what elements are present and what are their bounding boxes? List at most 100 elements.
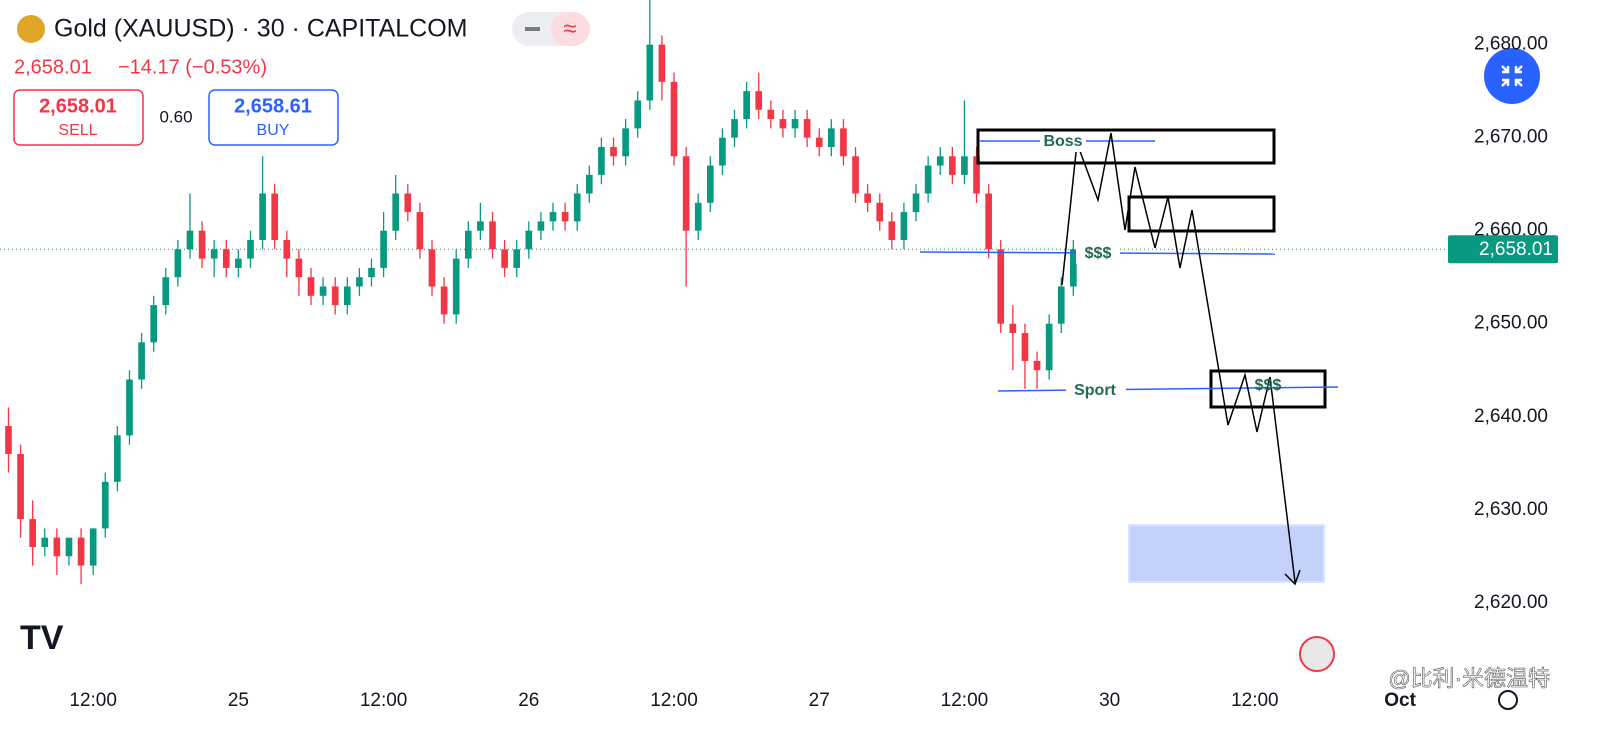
watermark: @比利·米德温特	[1388, 666, 1550, 691]
candle-body	[380, 230, 387, 268]
candle-body	[731, 119, 738, 138]
candle-body	[513, 249, 521, 268]
annotation: $$$	[1085, 245, 1112, 262]
candle-body	[477, 221, 484, 231]
x-tick-label: 26	[518, 690, 539, 711]
candle-body	[162, 277, 170, 306]
candle-body	[949, 156, 956, 175]
candle-body	[961, 156, 968, 175]
candle-body	[404, 193, 412, 213]
candle-body	[5, 426, 12, 454]
candle-body	[428, 249, 436, 287]
candle-body	[319, 286, 327, 296]
candle-body	[803, 119, 811, 138]
sell-button[interactable]	[13, 89, 144, 146]
candle-body	[368, 267, 375, 278]
candle-body	[1070, 249, 1077, 287]
x-tick-label: 25	[228, 690, 249, 711]
sell-price: 2,658.01	[39, 95, 117, 117]
x-tick-label: 30	[1099, 690, 1120, 711]
buy-price: 2,658.61	[234, 95, 312, 117]
x-tick-label: 12:00	[650, 690, 698, 711]
candle-body	[912, 193, 920, 213]
candle-body	[646, 44, 654, 101]
x-tick-label: Oct	[1384, 690, 1416, 711]
candle-body	[283, 240, 291, 259]
last-price-tag	[1448, 235, 1558, 264]
icon: ≈	[563, 15, 576, 42]
candle-body	[198, 230, 206, 259]
candle-body	[585, 174, 593, 194]
projection-path	[1061, 132, 1296, 583]
label-bg	[1040, 132, 1086, 152]
x-tick-label: 12:00	[360, 690, 408, 711]
candle-body	[186, 230, 194, 250]
label-bg	[1066, 381, 1126, 401]
annotation: $$$	[1255, 377, 1282, 394]
candle-body	[295, 258, 303, 278]
zone-box	[976, 128, 1276, 165]
candle-body	[89, 528, 97, 566]
buy-label: BUY	[257, 122, 290, 139]
buy-button[interactable]	[208, 89, 339, 146]
candle-body	[101, 481, 109, 529]
candle-body	[440, 286, 448, 315]
candle-body	[791, 119, 799, 129]
candle-body	[77, 537, 85, 566]
annotation: Sport	[1074, 382, 1116, 399]
candle-body	[828, 128, 835, 147]
candle-body	[815, 137, 823, 147]
candle-body	[658, 44, 666, 82]
last-price-label: 2,658.01	[1479, 239, 1553, 260]
drawings	[919, 128, 1339, 586]
sell-label: SELL	[58, 122, 97, 139]
candle-body	[1021, 333, 1029, 361]
candle-body	[779, 119, 787, 129]
candle-body	[706, 165, 714, 203]
candle-body	[1009, 323, 1017, 334]
candles	[5, 0, 1077, 585]
candle-body	[343, 286, 351, 306]
candle-body	[452, 258, 460, 315]
target-zone	[1128, 524, 1325, 583]
candle-body	[222, 249, 230, 268]
candle-body	[888, 221, 896, 240]
candle-body	[259, 193, 266, 240]
candle-body	[126, 379, 133, 436]
y-tick-label: 2,630.00	[1474, 499, 1548, 520]
fullscreen-button[interactable]	[1484, 48, 1540, 104]
zone-box	[1127, 195, 1276, 233]
annotation: Boss	[1043, 133, 1082, 150]
x-tick-label: 12:00	[941, 690, 989, 711]
candle-body	[138, 342, 145, 380]
icon	[1501, 65, 1523, 87]
y-tick-label: 2,640.00	[1474, 406, 1548, 427]
candle-body	[973, 156, 980, 194]
settings-icon[interactable]	[1498, 690, 1518, 710]
toggle-active[interactable]	[551, 12, 590, 46]
x-tick-label: 12:00	[69, 690, 117, 711]
candle-body	[900, 212, 908, 240]
candle-body	[392, 193, 400, 231]
candle-body	[573, 193, 581, 222]
logo: TV	[20, 619, 64, 657]
candle-body	[985, 193, 992, 250]
candle-body	[416, 212, 424, 250]
price-change: −14.17 (−0.53%)	[118, 56, 267, 78]
symbol-title: Gold (XAUUSD) · 30 · CAPITALCOM	[54, 15, 468, 43]
candle-body	[549, 212, 557, 222]
spread: 0.60	[159, 107, 192, 126]
y-tick-label: 2,670.00	[1474, 127, 1548, 148]
candle-body	[924, 165, 932, 194]
candle-body	[17, 453, 24, 520]
candle-body	[755, 91, 763, 110]
candle-body	[634, 100, 642, 129]
event-icon[interactable]	[1299, 636, 1335, 672]
candle-body	[307, 277, 315, 296]
candle-body	[767, 109, 775, 120]
candle-body	[537, 221, 545, 231]
candle-body	[356, 277, 363, 287]
candle-body	[525, 230, 533, 250]
